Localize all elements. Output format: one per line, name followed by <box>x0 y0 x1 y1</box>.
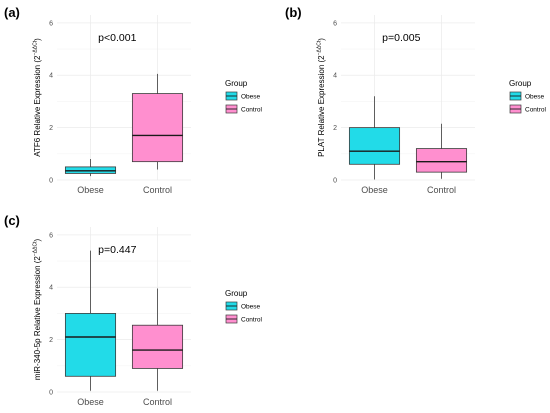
x-tick-label: Control <box>143 185 172 195</box>
y-tick-label: 4 <box>49 285 53 292</box>
box-obese <box>64 250 117 391</box>
x-tick-label: Obese <box>361 185 388 195</box>
y-axis-label-end: ) <box>317 38 326 41</box>
y-axis-label-main: miR-340-5p Relative Expression (2 <box>33 256 42 381</box>
p-value-annotation: p<0.001 <box>98 32 136 44</box>
legend-title: Group <box>509 79 532 88</box>
p-value-annotation: p=0.005 <box>382 32 420 44</box>
y-axis-label-superscript: −ΔΔCt <box>33 241 39 256</box>
y-tick-label: 2 <box>49 337 53 344</box>
box-control <box>131 73 184 170</box>
box-control <box>415 123 468 179</box>
y-tick-label: 0 <box>49 390 53 397</box>
y-axis-label-main: PLAT Relative Expression (2 <box>317 55 326 157</box>
box-iqr <box>348 127 401 165</box>
panel-c: (c) 0 2 4 6 Obese Control miR-340-5p Relative E… <box>4 213 263 407</box>
box-obese <box>64 159 117 177</box>
box-iqr <box>415 148 468 173</box>
y-axis-label: PLAT Relative Expression (2−ΔΔCt) <box>317 38 327 157</box>
legend-label-obese: Obese <box>241 304 261 311</box>
y-axis-label: ATF6 Relative Expression (2−ΔΔCt) <box>33 38 43 157</box>
box-iqr <box>131 93 184 163</box>
y-axis-label-superscript: −ΔΔCt <box>33 40 39 55</box>
y-axis-label-main: ATF6 Relative Expression (2 <box>33 55 42 157</box>
legend-label-control: Control <box>241 107 263 114</box>
p-value-annotation: p=0.447 <box>98 244 136 256</box>
y-tick-label: 6 <box>333 20 337 27</box>
legend: Group Obese Control <box>225 79 263 114</box>
box-iqr <box>64 313 117 377</box>
panel-a: (a) 0 2 4 6 Obese Control ATF6 Relative Express… <box>4 5 263 195</box>
box-obese <box>348 96 401 180</box>
y-tick-label: 4 <box>49 73 53 80</box>
legend-title: Group <box>225 79 248 88</box>
panel-label: (b) <box>285 5 302 20</box>
legend-label-control: Control <box>525 107 547 114</box>
y-tick-label: 0 <box>333 178 337 185</box>
y-tick-label: 6 <box>49 20 53 27</box>
box-control <box>131 288 184 391</box>
y-axis-label-superscript: −ΔΔCt <box>317 40 323 55</box>
legend: Group Obese Control <box>225 289 263 324</box>
panel-label: (c) <box>4 213 20 228</box>
x-tick-label: Control <box>143 397 172 407</box>
y-axis-label-end: ) <box>33 38 42 41</box>
legend-label-obese: Obese <box>525 94 545 101</box>
y-axis-label: miR-340-5p Relative Expression (2−ΔΔCt) <box>33 239 43 381</box>
legend-title: Group <box>225 289 248 298</box>
x-tick-label: Obese <box>77 185 104 195</box>
y-tick-label: 0 <box>49 178 53 185</box>
x-tick-label: Control <box>427 185 456 195</box>
y-tick-label: 6 <box>49 232 53 239</box>
y-tick-label: 2 <box>49 125 53 132</box>
box-iqr <box>131 324 184 369</box>
y-tick-label: 4 <box>333 73 337 80</box>
x-tick-label: Obese <box>77 397 104 407</box>
panel-label: (a) <box>4 5 20 20</box>
y-tick-label: 2 <box>333 125 337 132</box>
legend: Group Obese Control <box>509 79 547 114</box>
legend-label-obese: Obese <box>241 94 261 101</box>
legend-label-control: Control <box>241 317 263 324</box>
y-axis-label-end: ) <box>33 239 42 242</box>
panel-b: (b) 0 2 4 6 Obese Control PLAT Relative Express… <box>285 5 547 195</box>
